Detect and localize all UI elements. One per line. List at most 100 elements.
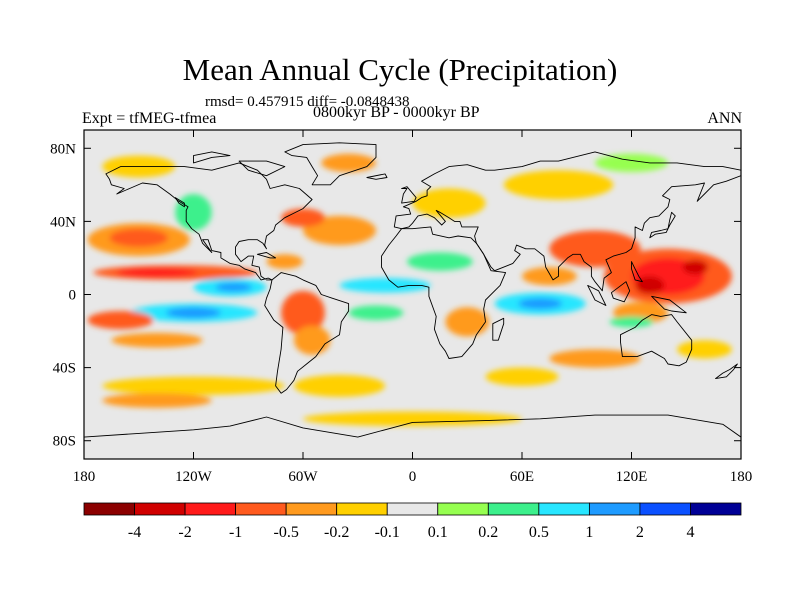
- x-tick-label: 180: [730, 469, 753, 485]
- region-southern-ocean-2: [102, 393, 212, 408]
- map-area: [84, 130, 741, 459]
- coastlines: [84, 142, 741, 459]
- colorbar: -4 -2 -1 -0.5 -0.2 -0.1 0.1 0.2 0.5 1 2 4: [83, 502, 742, 541]
- coastline-1: [264, 272, 350, 394]
- x-tick-label: 120E: [616, 469, 648, 485]
- colorbar-swatch: [588, 502, 641, 516]
- coastline-7: [610, 281, 631, 303]
- colorbar-swatch: [184, 502, 237, 516]
- experiment-label: Expt = tfMEG-tfmea: [82, 110, 217, 127]
- coastline-6: [587, 284, 607, 306]
- season-label: ANN: [707, 110, 742, 127]
- region-atlantic-south: [348, 305, 404, 321]
- colorbar-swatch: [538, 502, 590, 516]
- region-caribbean: [266, 254, 303, 269]
- region-south-pacific-dry: [87, 310, 154, 330]
- region-asia-monsoon: [549, 230, 641, 268]
- region-antarctic-coast: [303, 411, 522, 427]
- colorbar-swatch: [487, 502, 540, 516]
- y-tick-label: 40N: [50, 214, 76, 230]
- region-europe: [412, 188, 486, 218]
- coastline-0: [105, 162, 313, 281]
- colorbar-label: -0.2: [324, 524, 349, 541]
- chart-title: Mean Annual Cycle (Precipitation): [182, 52, 618, 87]
- colorbar-swatch: [437, 502, 489, 516]
- region-south-pacific-dry-2: [111, 332, 203, 348]
- colorbar-label: 0.5: [529, 524, 549, 541]
- colorbar-label: 0.2: [478, 524, 498, 541]
- colorbar-swatch: [639, 502, 691, 516]
- region-maritime-wet: [609, 316, 654, 328]
- x-tick-label: 120W: [175, 469, 213, 485]
- region-africa-south: [445, 307, 490, 337]
- x-tick-label: 0: [409, 469, 417, 485]
- period-label: 0800kyr BP - 0000kyr BP: [313, 104, 480, 121]
- region-itcz-pacific-north-core: [116, 267, 198, 278]
- region-greenland: [321, 153, 376, 173]
- colorbar-swatch: [336, 502, 388, 516]
- y-tick-label: 0: [69, 288, 77, 304]
- x-tick-label: 60E: [510, 469, 534, 485]
- coastline-2: [284, 142, 377, 186]
- region-southern-ocean: [102, 376, 285, 396]
- region-russia: [503, 170, 614, 200]
- coastline-15: [256, 252, 277, 259]
- region-west-pacific-deep: [635, 276, 665, 295]
- region-indian-dry: [522, 267, 577, 286]
- coastline-19: [193, 151, 231, 164]
- region-west-pacific-deep-2: [682, 259, 709, 275]
- axes: 180 120W 60W 0 60E 120E 180 80N 40N 0 40S 80S: [50, 130, 752, 485]
- stats-text: rmsd= 0.457915 diff= -0.0848438: [205, 94, 410, 110]
- region-south-pacific-wet-core: [166, 307, 221, 319]
- colorbar-swatch: [134, 502, 186, 516]
- region-south-america: [281, 290, 325, 335]
- coastline-3: [381, 226, 507, 359]
- x-tick-label: 60W: [288, 469, 318, 485]
- coastline-10: [492, 317, 505, 341]
- region-africa-north: [407, 252, 473, 271]
- colorbar-label: -0.1: [375, 524, 400, 541]
- x-tick-label: 180: [73, 469, 96, 485]
- anomaly-regions: [87, 153, 732, 427]
- colorbar-label: -0.5: [273, 524, 298, 541]
- colorbar-label: 0.1: [428, 524, 448, 541]
- colorbar-swatch: [690, 502, 742, 516]
- coastline-4: [393, 151, 741, 292]
- y-tick-label: 40S: [53, 361, 76, 377]
- region-south-indian-2: [485, 367, 559, 386]
- coastline-11: [401, 186, 417, 204]
- coastline-9: [649, 211, 676, 239]
- y-tick-label: 80N: [50, 141, 76, 157]
- colorbar-label: -2: [178, 524, 191, 541]
- colorbar-label: -4: [128, 524, 141, 541]
- coastline-8: [651, 295, 687, 314]
- region-arctic-east: [595, 153, 668, 173]
- coastline-12: [84, 414, 741, 459]
- region-north-pacific-core: [109, 228, 168, 247]
- coastline-13: [174, 197, 185, 208]
- region-indian-wet-core: [518, 298, 563, 310]
- coastline-14: [715, 363, 738, 380]
- colorbar-label: 1: [585, 524, 593, 541]
- region-south-indian: [549, 349, 641, 368]
- colorbar-swatch: [285, 502, 338, 516]
- region-east-pacific-wet-core: [215, 282, 252, 292]
- y-tick-label: 80S: [53, 434, 76, 450]
- coastline-17: [366, 173, 388, 180]
- region-northeast-pacific: [175, 193, 212, 231]
- colorbar-label: 4: [686, 524, 694, 541]
- colorbar-label: 2: [636, 524, 644, 541]
- region-north-atlantic: [303, 215, 376, 246]
- coastline-18: [238, 160, 286, 177]
- coastline-5: [620, 314, 693, 367]
- colorbar-swatch: [386, 502, 439, 516]
- coastline-16: [631, 261, 643, 283]
- region-north-atlantic-2: [281, 208, 325, 227]
- region-south-america-2: [293, 325, 331, 355]
- colorbar-swatch: [235, 502, 287, 516]
- region-south-atlantic: [293, 374, 386, 397]
- region-atlantic-itcz-wet: [339, 278, 431, 293]
- region-tasman: [677, 340, 732, 359]
- colorbar-label: -1: [229, 524, 242, 541]
